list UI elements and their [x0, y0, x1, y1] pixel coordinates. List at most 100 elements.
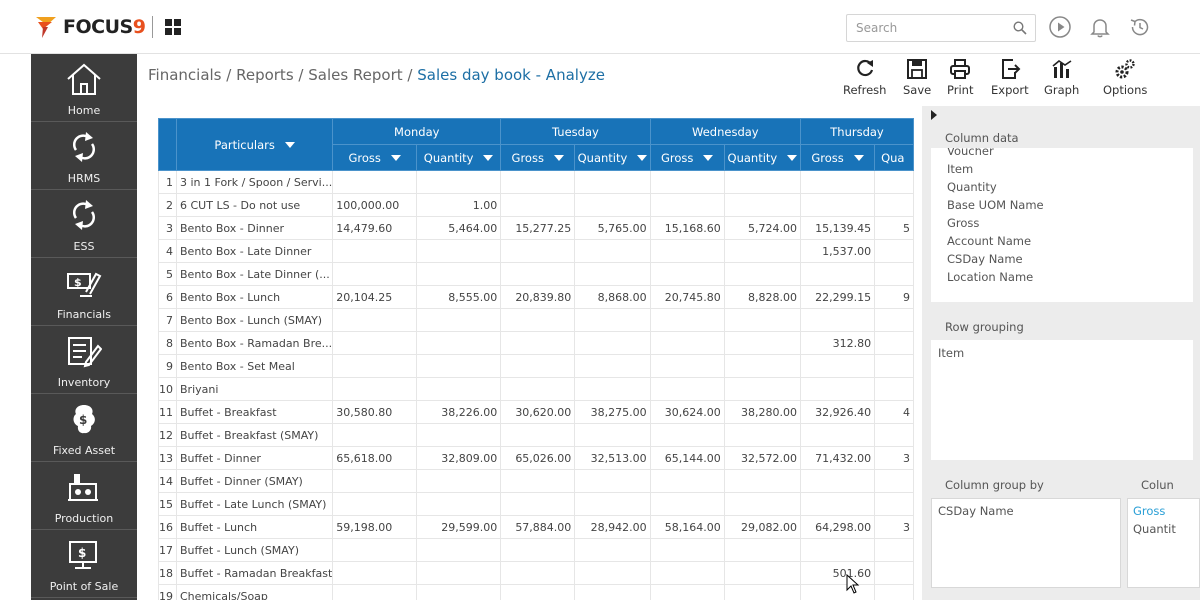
logo[interactable]: FOCUS9: [34, 14, 146, 40]
play-icon[interactable]: [1048, 15, 1072, 39]
row-grouping-item[interactable]: Item: [938, 346, 965, 360]
quantity-cell: 32,809.00: [416, 446, 502, 470]
breadcrumb-item-reports[interactable]: Reports: [236, 66, 294, 84]
table-row[interactable]: 18 Buffet - Ramadan Breakfast 501.60: [158, 561, 914, 585]
table-row[interactable]: 4 Bento Box - Late Dinner 1,537.00: [158, 239, 914, 263]
column-group-by-item[interactable]: CSDay Name: [938, 504, 1014, 518]
search-box[interactable]: [846, 14, 1036, 42]
column-data-item[interactable]: CSDay Name: [947, 252, 1023, 266]
particulars-cell: Bento Box - Ramadan Bre...: [175, 331, 334, 355]
column-data-item[interactable]: Account Name: [947, 234, 1032, 248]
table-row[interactable]: 17 Buffet - Lunch (SMAY): [158, 538, 914, 562]
svg-text:$: $: [79, 413, 87, 427]
sort-dropdown-icon[interactable]: [553, 154, 564, 161]
sidebar-item-financials[interactable]: $ Financials: [31, 258, 137, 326]
table-row[interactable]: 5 Bento Box - Late Dinner (...: [158, 262, 914, 286]
column-data-item[interactable]: Gross: [947, 216, 980, 230]
column-data-item[interactable]: Item: [947, 162, 974, 176]
subheader-quantity[interactable]: Quantity: [574, 144, 651, 171]
table-row[interactable]: 7 Bento Box - Lunch (SMAY): [158, 308, 914, 332]
breadcrumb-item-sales-report[interactable]: Sales Report: [308, 66, 403, 84]
search-input[interactable]: [847, 15, 1002, 41]
sort-dropdown-icon[interactable]: [637, 154, 648, 161]
column-item[interactable]: Gross: [1133, 504, 1166, 518]
gross-cell: [332, 331, 418, 355]
print-button[interactable]: Print: [947, 58, 973, 97]
sidebar-item-ess[interactable]: ESS: [31, 190, 137, 258]
quantity-cell: 5,464.00: [416, 216, 502, 240]
search-icon[interactable]: [1013, 21, 1027, 35]
column-list[interactable]: Gross Quantit: [1127, 498, 1200, 588]
table-row[interactable]: 11 Buffet - Breakfast 30,580.80 38,226.00 30…: [158, 400, 914, 424]
sidebar-item-production[interactable]: Production: [31, 462, 137, 530]
sidebar: Home HRMS ESS $ Financials Inventory $ F…: [31, 54, 137, 600]
export-button[interactable]: Export: [991, 58, 1029, 97]
table-row[interactable]: 19 Chemicals/Soap: [158, 584, 914, 600]
column-data-item[interactable]: Quantity: [947, 180, 997, 194]
particulars-cell: Buffet - Late Lunch (SMAY): [175, 492, 334, 516]
column-data-item[interactable]: Voucher: [947, 148, 994, 158]
column-item[interactable]: Quantit: [1133, 522, 1176, 536]
refresh-button[interactable]: Refresh: [843, 58, 886, 97]
row-number: 15: [158, 492, 177, 516]
particulars-dropdown-icon[interactable]: [284, 141, 295, 148]
column-data-item[interactable]: Base UOM Name: [947, 198, 1044, 212]
subheader-quantity[interactable]: Quantity: [723, 144, 802, 171]
column-data-list[interactable]: Voucher Item Quantity Base UOM Name Gross Acc…: [931, 148, 1193, 302]
gross-cell: [500, 354, 576, 378]
particulars-header[interactable]: Particulars: [175, 118, 334, 171]
table-row[interactable]: 12 Buffet - Breakfast (SMAY): [158, 423, 914, 447]
table-row[interactable]: 3 Bento Box - Dinner 14,479.60 5,464.00 15,2…: [158, 216, 914, 240]
quantity-cell: 8,828.00: [723, 285, 802, 309]
panel-collapse-icon[interactable]: [931, 110, 937, 120]
quantity-cell: [574, 262, 651, 286]
sort-dropdown-icon[interactable]: [483, 154, 494, 161]
sidebar-item-point-of-sale[interactable]: $ Point of Sale: [31, 530, 137, 598]
subheader-gross[interactable]: Gross: [649, 144, 725, 171]
sort-dropdown-icon[interactable]: [390, 154, 401, 161]
table-row[interactable]: 10 Briyani: [158, 377, 914, 401]
quantity-cell: [574, 331, 651, 355]
logo-text: FOCUS9: [63, 16, 146, 38]
gross-cell: [332, 170, 418, 194]
sidebar-item-inventory[interactable]: Inventory: [31, 326, 137, 394]
row-grouping-list[interactable]: Item: [931, 340, 1193, 460]
sort-dropdown-icon[interactable]: [787, 154, 798, 161]
sidebar-item-hrms[interactable]: HRMS: [31, 122, 137, 190]
table-row[interactable]: 15 Buffet - Late Lunch (SMAY): [158, 492, 914, 516]
subheader-quantity[interactable]: Quantity: [416, 144, 502, 171]
row-number: 17: [158, 538, 177, 562]
bell-icon[interactable]: [1088, 15, 1112, 39]
sidebar-item-fixed-asset[interactable]: $ Fixed Asset: [31, 394, 137, 462]
quantity-cell: [574, 469, 651, 493]
table-row[interactable]: 13 Buffet - Dinner 65,618.00 32,809.00 65,02…: [158, 446, 914, 470]
gross-cell: 1,537.00: [799, 239, 876, 263]
subheader-gross[interactable]: Gross: [500, 144, 576, 171]
table-row[interactable]: 16 Buffet - Lunch 59,198.00 29,599.00 57,884…: [158, 515, 914, 539]
options-button[interactable]: Options: [1103, 58, 1147, 97]
table-row[interactable]: 6 Bento Box - Lunch 20,104.25 8,555.00 20,83…: [158, 285, 914, 309]
graph-icon: [1052, 60, 1072, 78]
sidebar-item-home[interactable]: Home: [31, 54, 137, 122]
table-row[interactable]: 14 Buffet - Dinner (SMAY): [158, 469, 914, 493]
subheader-gross[interactable]: Gross: [799, 144, 876, 171]
column-data-item[interactable]: Location Name: [947, 270, 1034, 284]
save-button[interactable]: Save: [903, 58, 931, 97]
apps-grid-icon[interactable]: [165, 19, 181, 35]
history-icon[interactable]: [1128, 15, 1152, 39]
sort-dropdown-icon[interactable]: [853, 154, 864, 161]
table-row[interactable]: 8 Bento Box - Ramadan Bre... 312.80: [158, 331, 914, 355]
graph-button[interactable]: Graph: [1044, 58, 1079, 97]
subheader-quantity[interactable]: Qua: [874, 144, 914, 171]
table-row[interactable]: 9 Bento Box - Set Meal: [158, 354, 914, 378]
breadcrumb-current: Sales day book - Analyze: [417, 66, 605, 84]
column-group-by-list[interactable]: CSDay Name: [931, 498, 1121, 588]
sort-dropdown-icon[interactable]: [703, 154, 714, 161]
breadcrumb-item-financials[interactable]: Financials: [148, 66, 222, 84]
subheader-gross[interactable]: Gross: [332, 144, 418, 171]
quantity-cell: 5: [874, 216, 914, 240]
gross-cell: 65,618.00: [332, 446, 418, 470]
day-header-monday: Monday: [332, 118, 502, 145]
